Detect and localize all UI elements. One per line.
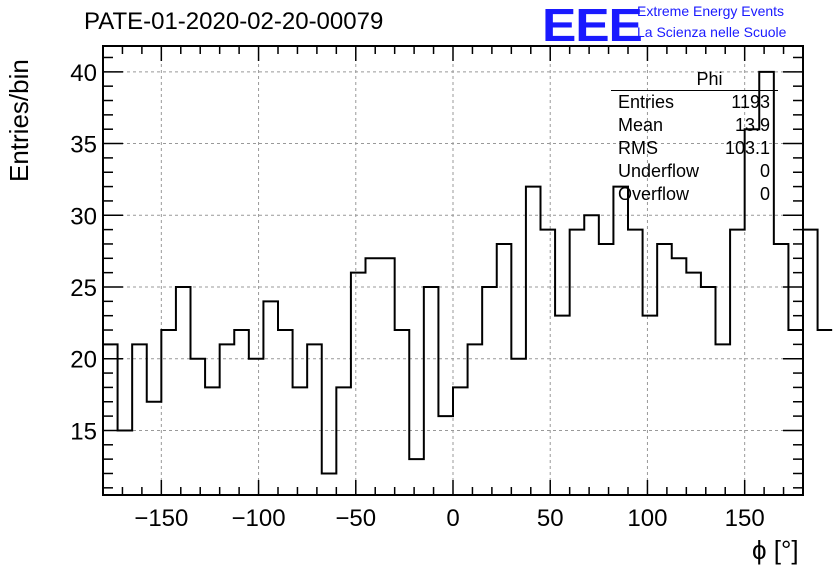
axis-ticks <box>102 46 804 495</box>
x-tick-label: −150 <box>134 505 188 532</box>
histogram-bin <box>541 230 556 495</box>
histogram-bin <box>818 330 833 495</box>
x-tick-label: −100 <box>232 505 286 532</box>
eee-logo: EEE <box>542 0 643 51</box>
histogram-bin <box>263 301 278 495</box>
histogram-bin <box>249 359 264 495</box>
histogram-bin <box>482 287 497 495</box>
x-tick-label: 100 <box>627 505 667 532</box>
histogram-outline <box>103 70 833 475</box>
x-tick-labels: −150 −100 −50 0 50 100 150 <box>134 505 764 532</box>
y-tick-label: 20 <box>70 347 97 374</box>
stats-header: Phi <box>611 68 778 91</box>
stats-row-underflow: Underflow 0 <box>611 160 778 183</box>
histogram-bin <box>657 244 672 495</box>
stats-row-rms: RMS 103.1 <box>611 137 778 160</box>
histogram-bin <box>438 416 453 495</box>
logo-line-2: La Scienza nelle Scuole <box>637 24 787 40</box>
stats-label: Overflow <box>618 184 690 204</box>
stats-row-overflow: Overflow 0 <box>611 183 778 206</box>
histogram-bin <box>336 387 351 495</box>
histogram-bin <box>803 230 818 495</box>
histogram-bin <box>730 230 745 495</box>
y-tick-label: 15 <box>70 418 97 445</box>
histogram-bin <box>497 244 512 495</box>
histogram-bin <box>672 258 687 495</box>
histogram-bin <box>234 330 249 495</box>
histogram-bin <box>555 316 570 495</box>
x-tick-label: 50 <box>537 505 564 532</box>
grid-lines <box>103 46 803 495</box>
histogram-bin <box>701 287 716 495</box>
stats-value: 0 <box>759 184 770 204</box>
histogram-bin <box>643 316 658 495</box>
histogram-bin <box>788 330 803 495</box>
y-tick-label: 30 <box>70 203 97 230</box>
histogram-bin <box>395 330 410 495</box>
histogram-series <box>103 70 833 495</box>
histogram-bin <box>613 187 628 495</box>
histogram-bin <box>322 473 337 495</box>
histogram-bin <box>424 287 439 495</box>
histogram-bin <box>103 344 118 495</box>
histogram-bin <box>205 387 220 495</box>
histogram-bin <box>380 258 395 495</box>
histogram-bin <box>774 244 789 495</box>
stats-value: 1193 <box>731 92 770 112</box>
x-tick-label: 0 <box>446 505 459 532</box>
histogram-bin <box>599 244 614 495</box>
y-axis-label: Entries/bin <box>4 59 34 182</box>
histogram-bin <box>176 287 191 495</box>
x-axis-label: ϕ [°] <box>752 535 799 565</box>
logo-line-1: Extreme Energy Events <box>637 3 785 19</box>
histogram-bin <box>511 359 526 495</box>
histogram-bin <box>161 330 176 495</box>
histogram-bin <box>409 459 424 495</box>
histogram-bin <box>351 273 366 495</box>
histogram-bin <box>584 215 599 495</box>
y-tick-label: 25 <box>70 275 97 302</box>
y-tick-label: 40 <box>70 60 97 87</box>
histogram-bin <box>686 273 701 495</box>
stats-row-mean: Mean 13.9 <box>611 114 778 137</box>
histogram-bin <box>526 187 541 495</box>
x-tick-label: 150 <box>725 505 765 532</box>
histogram-bin <box>307 344 322 495</box>
chart-title: PATE-01-2020-02-20-00079 <box>84 8 384 35</box>
histogram-bin <box>366 258 381 495</box>
stats-box: Phi Entries 1193 Mean 13.9 RMS 103.1 Und… <box>611 68 778 206</box>
stats-value: 103.1 <box>724 138 770 158</box>
histogram-bin <box>628 230 643 495</box>
y-tick-label: 35 <box>70 132 97 159</box>
y-tick-labels: 15 20 25 30 35 40 <box>70 60 97 446</box>
histogram-bin <box>293 387 308 495</box>
stats-value: 0 <box>759 161 770 181</box>
stats-label: Mean <box>618 115 664 135</box>
stats-value: 13.9 <box>734 115 770 135</box>
histogram-bin <box>191 359 206 495</box>
x-tick-label: −50 <box>335 505 376 532</box>
histogram-bin <box>468 344 483 495</box>
histogram-bin <box>570 230 585 495</box>
stats-row-entries: Entries 1193 <box>611 91 778 114</box>
histogram-bin <box>453 387 468 495</box>
histogram-bin <box>716 344 731 495</box>
histogram-bin <box>132 344 147 495</box>
histogram-bin <box>278 330 293 495</box>
stats-label: Entries <box>618 92 675 112</box>
histogram-bin <box>118 430 133 495</box>
histogram-bin <box>220 344 235 495</box>
histogram-bin <box>147 402 162 495</box>
stats-label: Underflow <box>618 161 700 181</box>
stats-label: RMS <box>618 138 658 158</box>
